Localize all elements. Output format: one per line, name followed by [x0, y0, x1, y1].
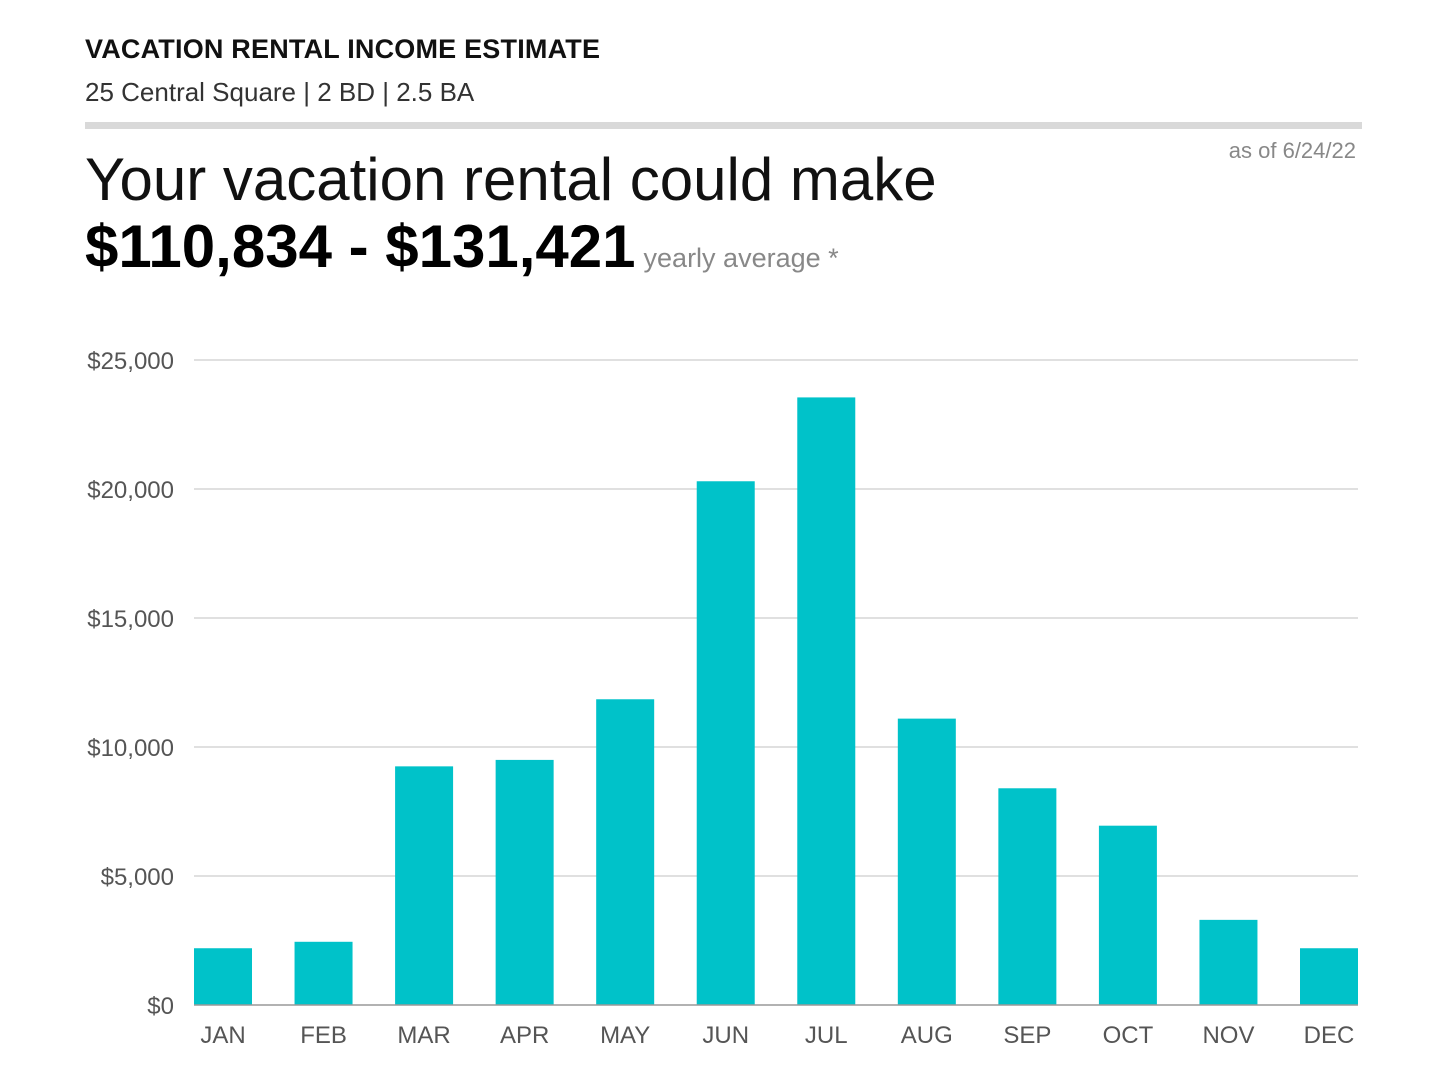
y-tick-label: $15,000 [87, 606, 174, 633]
x-tick-label: AUG [901, 1022, 953, 1049]
bars [194, 397, 1358, 1005]
x-tick-label: MAY [600, 1022, 650, 1049]
x-tick-label: APR [500, 1022, 549, 1049]
x-tick-label: DEC [1304, 1022, 1355, 1049]
income-range: $110,834 - $131,421 [85, 213, 636, 280]
bar-jan [194, 948, 252, 1005]
x-tick-label: SEP [1003, 1022, 1051, 1049]
bar-aug [897, 718, 956, 1005]
bar-mar [395, 766, 454, 1005]
y-tick-label: $5,000 [101, 864, 174, 891]
bar-feb [294, 941, 353, 1005]
yearly-average-note: yearly average * [643, 243, 839, 273]
bar-may [596, 699, 655, 1005]
bar-dec [1300, 948, 1358, 1005]
report-title: VACATION RENTAL INCOME ESTIMATE [85, 34, 601, 64]
bar-oct [1098, 825, 1157, 1005]
bar-nov [1199, 919, 1258, 1005]
x-tick-label: JUL [805, 1022, 848, 1049]
x-axis-tick-labels: JAN FEB MAR APR MAY JUN JUL AUG SEP OCT NOV DEC [200, 1022, 1354, 1049]
income-headline: Your vacation rental could make [85, 146, 937, 213]
y-tick-label: $0 [147, 993, 174, 1020]
bar-sep [998, 788, 1057, 1005]
bar-jun [696, 481, 755, 1005]
x-tick-label: MAR [397, 1022, 450, 1049]
property-details: 25 Central Square | 2 BD | 2.5 BA [85, 77, 475, 107]
y-axis-tick-labels: $0 $5,000 $10,000 $15,000 $20,000 $25,000 [87, 348, 174, 1020]
y-tick-label: $25,000 [87, 348, 174, 375]
y-tick-label: $10,000 [87, 735, 174, 762]
x-tick-label: FEB [300, 1022, 347, 1049]
x-tick-label: JAN [200, 1022, 245, 1049]
as-of-date: as of 6/24/22 [1228, 138, 1356, 163]
gridlines [194, 359, 1358, 877]
header-divider [85, 122, 1362, 129]
y-tick-label: $20,000 [87, 477, 174, 504]
x-tick-label: NOV [1202, 1022, 1254, 1049]
bar-apr [495, 759, 554, 1005]
x-tick-label: JUN [702, 1022, 749, 1049]
income-range-line: $110,834 - $131,421 yearly average * [85, 212, 839, 281]
bar-jul [797, 397, 856, 1005]
x-tick-label: OCT [1103, 1022, 1154, 1049]
